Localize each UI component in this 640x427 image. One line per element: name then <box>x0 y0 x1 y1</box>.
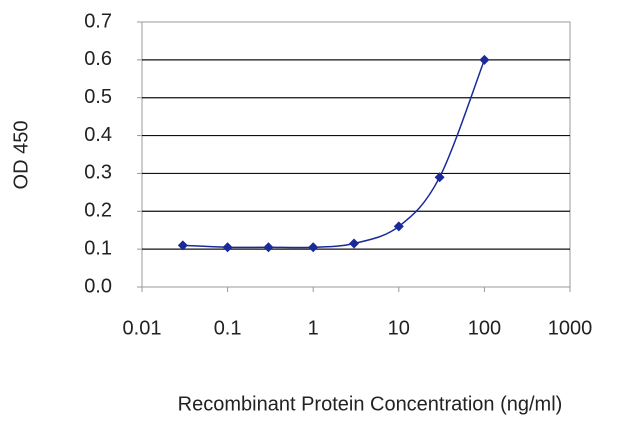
y-tick-label: 0.5 <box>84 86 112 108</box>
x-tick-label: 1 <box>308 317 319 339</box>
data-point <box>222 242 233 253</box>
y-tick-label: 0.6 <box>84 48 112 70</box>
x-tick-label: 0.01 <box>123 317 162 339</box>
x-tick-label: 100 <box>468 317 501 339</box>
data-point <box>479 54 490 65</box>
x-tick-label: 10 <box>388 317 410 339</box>
y-tick-label: 0.7 <box>84 10 112 32</box>
data-point <box>263 242 274 253</box>
data-point <box>393 221 404 232</box>
y-tick-label: 0.1 <box>84 237 112 259</box>
data-point <box>177 240 188 251</box>
data-point <box>434 172 445 183</box>
x-tick-label: 0.1 <box>214 317 242 339</box>
data-point <box>349 238 360 249</box>
y-axis-label: OD 450 <box>10 121 32 190</box>
y-tick-label: 0.2 <box>84 200 112 222</box>
x-tick-label: 1000 <box>548 317 593 339</box>
y-tick-label: 0.4 <box>84 124 112 146</box>
y-tick-label: 0.0 <box>84 275 112 297</box>
y-tick-label: 0.3 <box>84 162 112 184</box>
data-point <box>308 242 319 253</box>
series-line <box>182 59 486 249</box>
x-axis-label: Recombinant Protein Concentration (ng/ml… <box>178 393 563 415</box>
plot-area <box>141 21 571 288</box>
